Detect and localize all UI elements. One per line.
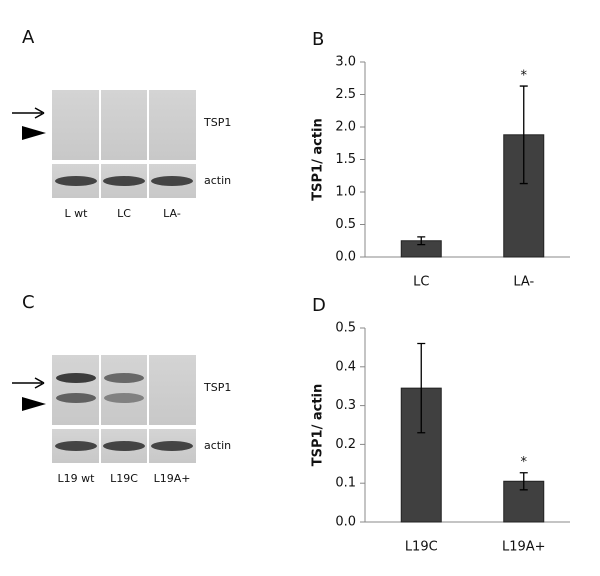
significance-label: * <box>521 69 528 84</box>
lane-label: L wt <box>65 207 89 220</box>
y-tick-label: 0.0 <box>335 515 356 530</box>
arrow-head <box>34 377 45 389</box>
blot-strip <box>52 355 196 425</box>
panel-label: C <box>22 292 35 313</box>
y-axis-label: TSP1/ actin <box>311 118 326 200</box>
band-label: TSP1 <box>203 381 231 394</box>
y-tick-label: 1.0 <box>335 185 356 200</box>
y-tick-label: 0.4 <box>335 359 356 374</box>
lane-label: L19 wt <box>58 472 96 485</box>
error-bar <box>417 236 426 246</box>
band-label: TSP1 <box>203 116 231 129</box>
band <box>104 373 144 383</box>
band <box>103 176 145 186</box>
band <box>151 176 193 186</box>
band-label: actin <box>204 439 231 452</box>
x-tick-label: LA- <box>513 275 534 290</box>
error-bar <box>417 342 426 434</box>
panel-label: D <box>312 295 326 316</box>
band <box>151 441 193 451</box>
error-bar <box>519 472 528 491</box>
band <box>55 441 97 451</box>
panel-label: B <box>312 29 324 50</box>
band-label: actin <box>204 174 231 187</box>
y-tick-label: 0.0 <box>335 250 356 265</box>
y-tick-label: 3.0 <box>335 55 356 70</box>
lane-label: L19C <box>110 472 138 485</box>
arrow-head <box>34 107 45 119</box>
band <box>104 393 144 403</box>
x-tick-label: L19A+ <box>502 540 546 555</box>
lane-label: LC <box>117 207 131 220</box>
blot-strip <box>52 90 196 160</box>
arrowhead <box>22 126 46 140</box>
y-axis-label: TSP1/ actin <box>311 384 326 466</box>
band <box>103 441 145 451</box>
lane-label: LA- <box>163 207 181 220</box>
y-tick-label: 0.2 <box>335 437 356 452</box>
y-tick-label: 2.0 <box>335 120 356 135</box>
band <box>55 176 97 186</box>
y-tick-label: 0.5 <box>335 217 356 232</box>
x-tick-label: LC <box>413 275 429 290</box>
y-tick-label: 0.1 <box>335 476 356 491</box>
y-tick-label: 2.5 <box>335 87 356 102</box>
band <box>56 393 96 403</box>
error-bar <box>519 85 528 185</box>
x-tick-label: L19C <box>405 540 438 555</box>
y-tick-label: 1.5 <box>335 152 356 167</box>
lane-label: L19A+ <box>154 472 191 485</box>
y-tick-label: 0.5 <box>335 321 356 336</box>
panel-label: A <box>22 27 35 48</box>
significance-label: * <box>521 455 528 470</box>
arrowhead <box>22 397 46 411</box>
y-tick-label: 0.3 <box>335 398 356 413</box>
band <box>56 373 96 383</box>
